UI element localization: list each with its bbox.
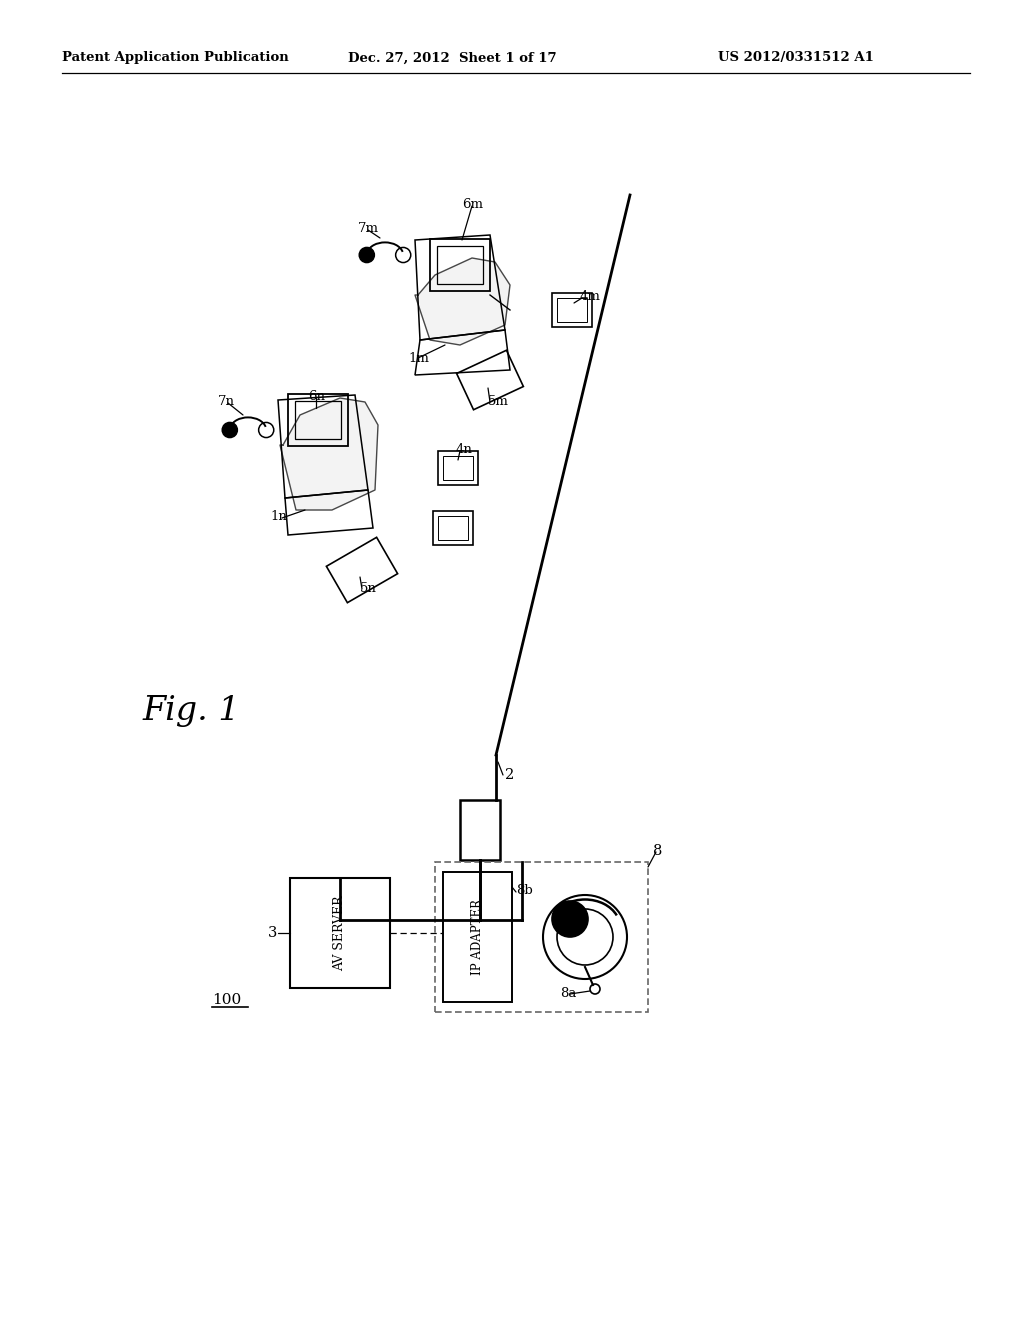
- Text: 5n: 5n: [360, 582, 377, 595]
- Polygon shape: [280, 399, 378, 510]
- Text: US 2012/0331512 A1: US 2012/0331512 A1: [718, 51, 873, 65]
- Bar: [290, 878, 390, 987]
- Text: 4m: 4m: [580, 290, 601, 304]
- Polygon shape: [415, 257, 510, 345]
- Text: 100: 100: [212, 993, 242, 1007]
- Text: IP ADAPTER: IP ADAPTER: [471, 899, 484, 975]
- Bar: [435, 862, 648, 1012]
- Text: AV SERVER: AV SERVER: [334, 895, 346, 970]
- Text: 4n: 4n: [456, 444, 473, 455]
- Text: Patent Application Publication: Patent Application Publication: [62, 51, 289, 65]
- Circle shape: [359, 247, 375, 263]
- Text: 3: 3: [268, 927, 278, 940]
- Text: Fig. 1: Fig. 1: [142, 696, 240, 727]
- Text: 8: 8: [653, 843, 663, 858]
- Text: 8a: 8a: [560, 987, 577, 1001]
- Text: 7n: 7n: [218, 395, 234, 408]
- Text: 2: 2: [505, 768, 514, 781]
- Text: 1m: 1m: [408, 352, 429, 366]
- Text: 6m: 6m: [462, 198, 483, 211]
- Text: 6n: 6n: [308, 389, 325, 403]
- Text: 8b: 8b: [516, 884, 532, 898]
- Circle shape: [552, 902, 588, 937]
- Bar: [460, 800, 500, 861]
- Text: Dec. 27, 2012  Sheet 1 of 17: Dec. 27, 2012 Sheet 1 of 17: [348, 51, 557, 65]
- Text: 5m: 5m: [488, 395, 509, 408]
- Text: 7m: 7m: [358, 222, 379, 235]
- Bar: [443, 873, 512, 1002]
- Circle shape: [222, 422, 238, 437]
- Text: 1n: 1n: [270, 510, 287, 523]
